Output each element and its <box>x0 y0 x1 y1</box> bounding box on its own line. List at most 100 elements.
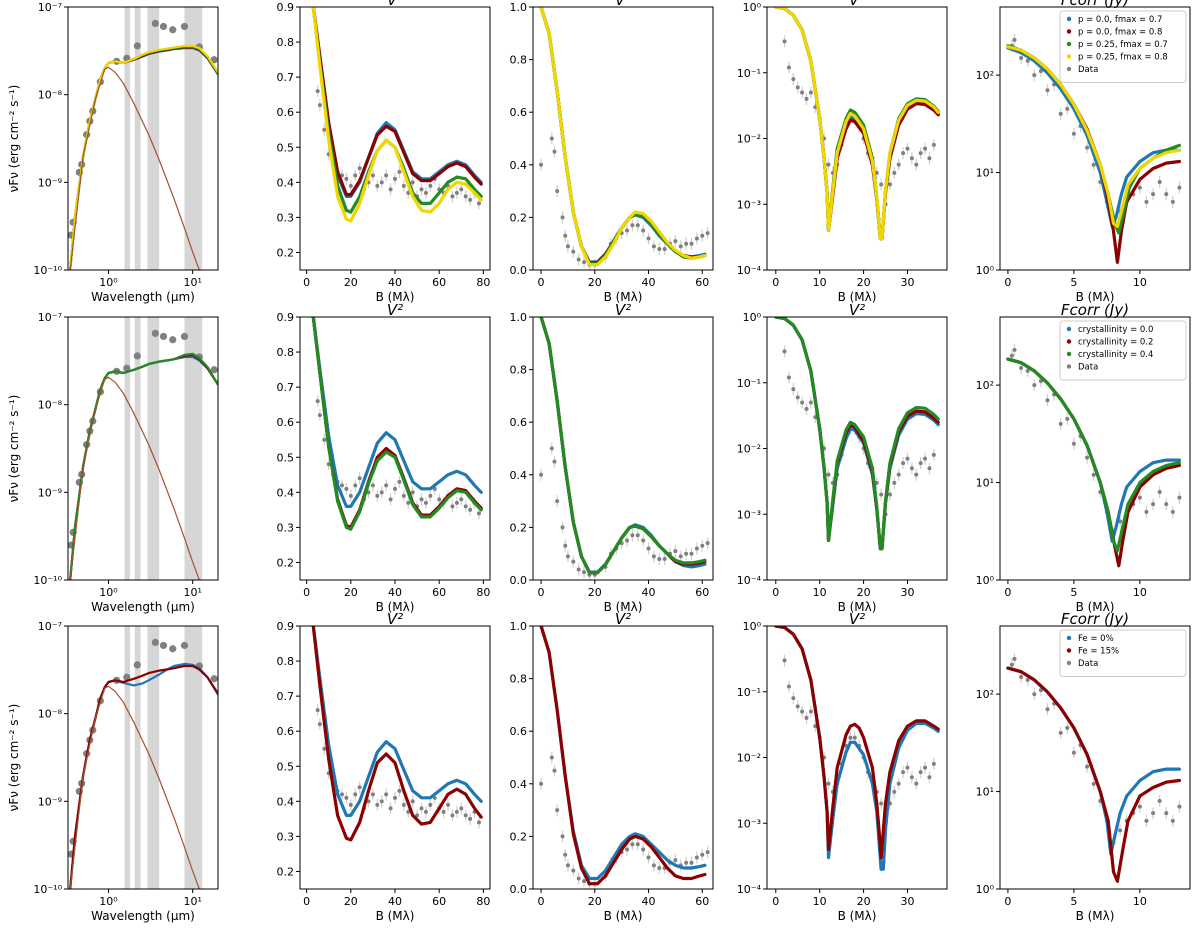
chart-3-2-data-point-22 <box>410 799 415 804</box>
chart-2-2-data-point-16 <box>384 483 389 488</box>
chart-1-5-data-point-21 <box>1144 199 1149 204</box>
chart-3-1-band-3 <box>184 626 203 889</box>
chart-2-4-data-point-0 <box>782 349 787 354</box>
chart-1-3-data-point-29 <box>694 236 699 241</box>
chart-3-1-band-0 <box>124 626 130 889</box>
chart-3-5-data-point-5 <box>1038 688 1043 693</box>
chart-3-2-xtick-label-4: 80 <box>476 895 490 908</box>
chart-2-1-xlabel: Wavelength (μm) <box>91 600 195 614</box>
chart-2-2-series-0 <box>311 317 483 508</box>
chart-1-2-data-point-0 <box>315 89 320 94</box>
chart-3-3-data-point-2 <box>552 768 557 773</box>
chart-1-1-data-point-13 <box>169 26 177 34</box>
chart-2-3-data-point-3 <box>555 499 560 504</box>
chart-3-2-xlabel: B (Mλ) <box>376 909 415 923</box>
chart-2-2-data-point-1 <box>317 413 322 418</box>
chart-3-4-plot-area <box>774 626 940 871</box>
chart-1-5-data-point-25 <box>1170 199 1175 204</box>
chart-3-5-legend-box <box>1059 629 1187 677</box>
chart-2-3-data-point-27 <box>684 551 689 556</box>
chart-1-3-ytick-label-3: 0.6 <box>510 106 528 119</box>
chart-1-4-data-point-30 <box>914 162 919 167</box>
chart-1-5-legend-box <box>1059 10 1187 83</box>
chart-3-2-data-point-25 <box>423 809 428 814</box>
chart-2-5-data-point-23 <box>1157 489 1162 494</box>
chart-3-5-legend-label-0: Fe = 0% <box>1078 634 1114 644</box>
chart-1-1-plot-area <box>68 7 218 270</box>
chart-1-3-data-point-7 <box>571 249 576 254</box>
chart-3-2-data-point-8 <box>348 802 353 807</box>
chart-3-5-data-point-2 <box>1019 674 1024 679</box>
chart-3-3-data-point-6 <box>565 863 570 868</box>
chart-1-2-data-point-2 <box>322 127 327 132</box>
chart-3-2-data-point-0 <box>315 708 320 713</box>
chart-1-2-data-point-34 <box>463 194 468 199</box>
chart-3-1-ytick-label-0: 10⁻¹⁰ <box>33 883 62 896</box>
chart-2-4-data-point-3 <box>795 395 800 400</box>
chart-2-3-plot-area <box>539 317 710 580</box>
chart-2-2-data-point-7 <box>344 486 349 491</box>
chart-1-5-legend-label-2: p = 0.25, fmax = 0.7 <box>1078 40 1168 50</box>
chart-2-1-data-point-16 <box>210 366 218 374</box>
chart-2-5-data-point-25 <box>1170 509 1175 514</box>
chart-2-1-plot-area <box>68 317 218 580</box>
chart-3-4-data-point-10 <box>826 781 831 786</box>
chart-1-2-data-point-18 <box>393 176 397 181</box>
chart-1-2: 0 20 40 60 80 0.2 0.3 0.4 0.5 0.6 0.7 0.8 0.9 B (Mλ) V… <box>277 0 491 304</box>
chart-3-3-ytick-label-1: 0.2 <box>510 830 528 843</box>
chart-3-3-data-point-22 <box>657 865 662 870</box>
chart-1-2-series-1 <box>311 7 483 197</box>
chart-1-3-ytick-label-0: 0.0 <box>510 264 528 277</box>
chart-1-3-data-point-30 <box>700 233 705 238</box>
chart-2-5-legend-marker-2 <box>1066 351 1072 357</box>
chart-1-3-data-point-21 <box>651 244 656 249</box>
chart-1-5-ytick-label-0: 10⁰ <box>976 264 995 277</box>
chart-2-5-data-point-1 <box>1012 347 1017 352</box>
chart-1-2-data-point-16 <box>384 173 389 178</box>
chart-3-4-title: V² <box>849 610 865 628</box>
chart-3-1-data-point-16 <box>210 675 218 683</box>
chart-1-4-ytick-label-1: 10⁻³ <box>737 198 761 211</box>
chart-2-4-data-point-1 <box>786 375 791 380</box>
chart-2-1-band-3 <box>184 317 203 580</box>
chart-3-5-legend-marker-1 <box>1066 648 1072 653</box>
chart-1-4-data-point-32 <box>923 146 928 151</box>
chart-2-3-ytick-label-3: 0.6 <box>510 416 528 429</box>
chart-1-5-ytick-label-2: 10² <box>976 69 994 82</box>
chart-1-3-data-point-20 <box>646 236 651 241</box>
chart-2-2-xtick-label-2: 40 <box>388 586 402 599</box>
chart-2-5-legend-label-1: crystallinity = 0.2 <box>1078 338 1153 348</box>
chart-3-4-ytick-label-4: 10⁰ <box>743 620 762 633</box>
chart-1-2-data-point-8 <box>348 183 353 188</box>
chart-3-3-ytick-label-4: 0.8 <box>510 673 528 686</box>
chart-2-4-xlabel: B (Mλ) <box>838 600 877 614</box>
chart-1-2-data-point-15 <box>379 180 384 185</box>
chart-1-1-ytick-label-0: 10⁻¹⁰ <box>33 264 62 277</box>
chart-2-2-data-point-28 <box>437 497 442 502</box>
chart-2-4-data-point-34 <box>931 452 936 457</box>
chart-3-4-data-point-6 <box>808 709 813 714</box>
chart-2-3-data-point-7 <box>571 559 576 564</box>
chart-2-2-xtick-label-0: 0 <box>303 586 310 599</box>
chart-2-2-ytick-label-5: 0.7 <box>277 381 295 394</box>
chart-1-5-xtick-label-2: 10 <box>1133 276 1147 289</box>
chart-1-2-data-point-9 <box>353 173 358 178</box>
chart-2-2-data-point-31 <box>450 504 455 509</box>
chart-1-2-data-point-26 <box>428 183 433 188</box>
chart-2-5-plot-area <box>1006 343 1182 568</box>
chart-3-2-ytick-label-0: 0.2 <box>277 865 295 878</box>
chart-3-1: 10⁰ 10¹ 10⁻¹⁰ 10⁻⁹ 10⁻⁸ 10⁻⁷ Wavelength (μm) νF… <box>7 620 219 923</box>
chart-3-1-data-point-14 <box>180 641 189 650</box>
chart-2-4-data-point-25 <box>892 480 897 485</box>
chart-3-3-data-point-0 <box>539 781 544 786</box>
chart-2-4-data-point-22 <box>879 492 884 497</box>
chart-2-3-data-point-8 <box>576 567 581 572</box>
chart-3-3-xtick-label-0: 0 <box>538 895 545 908</box>
chart-2-3-data-point-28 <box>689 551 694 556</box>
chart-3-5-data-point-8 <box>1058 730 1063 735</box>
chart-1-3-data-point-6 <box>565 244 570 249</box>
chart-1-2-data-point-7 <box>344 176 349 181</box>
chart-2-3-data-point-23 <box>662 556 667 561</box>
chart-3-3-series-1 <box>539 626 707 886</box>
